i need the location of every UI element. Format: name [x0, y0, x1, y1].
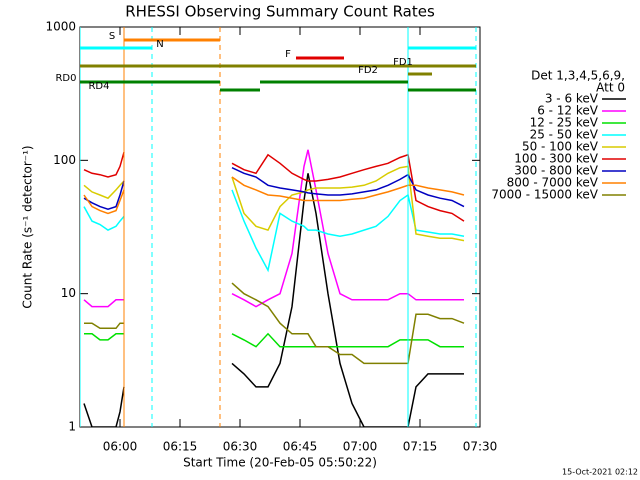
x-tick-label: 06:00 [103, 440, 138, 454]
series-line [83, 176, 465, 215]
flag-label: FD2 [358, 65, 378, 76]
x-tick-label: 07:30 [463, 440, 498, 454]
y-tick-label: 10 [61, 286, 76, 300]
legend-label: 50 - 100 keV [522, 140, 599, 154]
plot-frame [79, 26, 481, 428]
x-tick-label: 07:15 [403, 440, 438, 454]
legend-label: 7000 - 15000 keV [491, 188, 598, 202]
legend-label: 12 - 25 keV [530, 116, 599, 130]
series-line [83, 167, 465, 210]
series-line [83, 165, 465, 242]
y-axis-label: Count Rate (s⁻¹ detector⁻¹) [21, 145, 35, 308]
chart-title: RHESSI Observing Summary Count Rates [125, 3, 435, 21]
footer: 15-Oct-2021 02:12 [562, 468, 638, 477]
legend-label: 100 - 300 keV [514, 152, 598, 166]
x-tick-label: 06:15 [163, 440, 198, 454]
legend-title: Det 1,3,4,5,6,9, [531, 69, 625, 83]
series-line [83, 189, 465, 273]
legend-title: Att 0 [596, 81, 625, 95]
flag-label: S [109, 31, 115, 42]
y-tick-label: 1 [68, 420, 76, 434]
x-tick-label: 06:30 [223, 440, 258, 454]
series-line [83, 151, 465, 222]
legend-label: 25 - 50 keV [530, 128, 599, 142]
series-line [83, 173, 464, 427]
flag-label: FD1 [393, 57, 413, 68]
x-tick-label: 07:00 [343, 440, 378, 454]
legend-label: 6 - 12 keV [537, 104, 599, 118]
series-line [83, 149, 464, 308]
series-line [84, 282, 465, 365]
y-tick-label: 100 [53, 153, 76, 167]
plot-area [80, 27, 477, 427]
legend-label: 800 - 7000 keV [507, 176, 599, 190]
y-tick-label: 1000 [45, 20, 76, 34]
flag-label: RD0 [55, 73, 76, 84]
flag-label: RD4 [88, 81, 109, 92]
series-line [84, 332, 464, 348]
legend-label: 3 - 6 keV [545, 92, 599, 106]
flag-label: N [156, 39, 163, 50]
legend-label: 300 - 800 keV [514, 164, 598, 178]
x-tick-label: 06:45 [283, 440, 318, 454]
x-axis-label: Start Time (20-Feb-05 05:50:22) [183, 456, 377, 470]
flag-label: F [285, 49, 291, 60]
